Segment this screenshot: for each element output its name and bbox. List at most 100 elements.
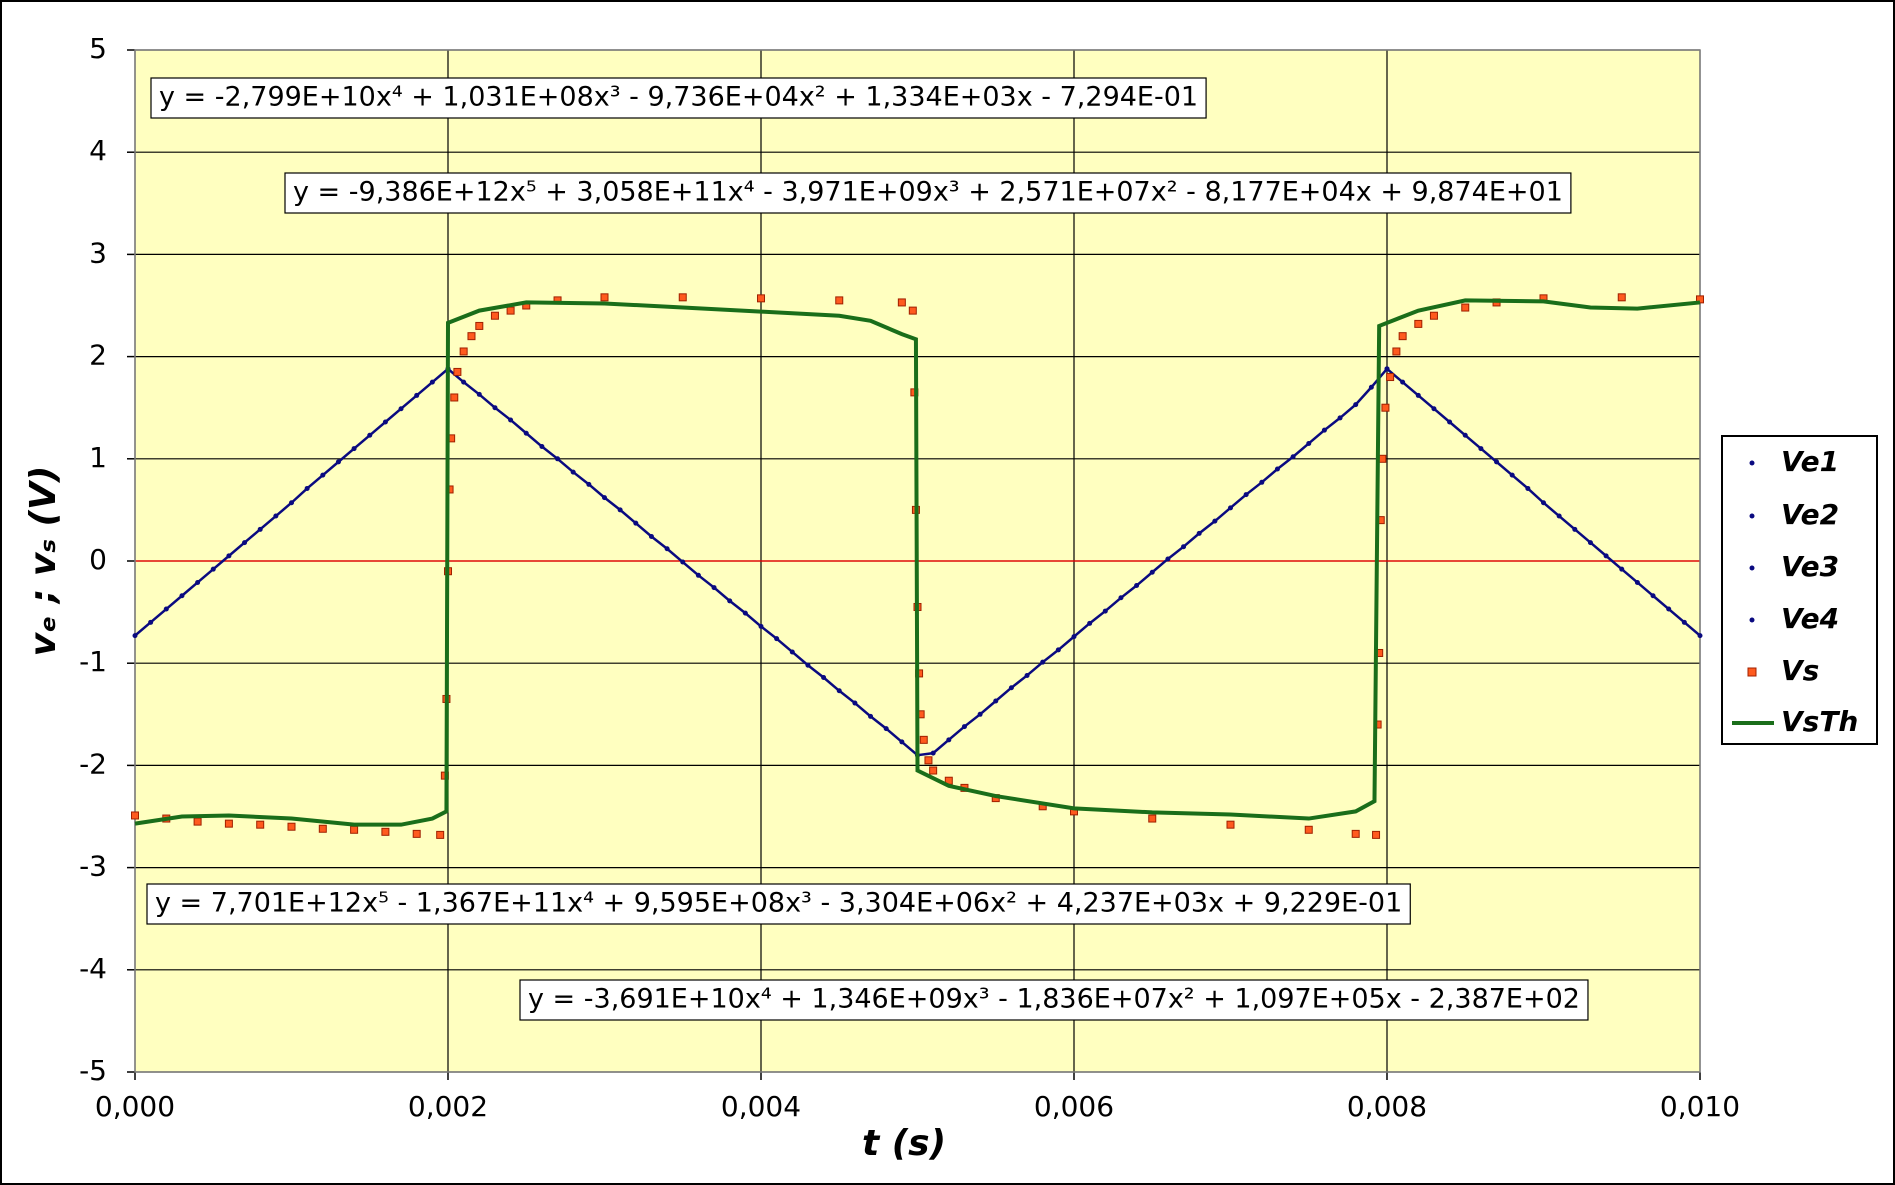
point	[1525, 485, 1531, 491]
point	[1414, 319, 1423, 328]
point	[382, 419, 388, 425]
point	[1541, 500, 1546, 506]
y-tick-label: -3	[79, 850, 107, 883]
point	[273, 513, 279, 519]
point	[1650, 593, 1656, 599]
point	[1071, 634, 1077, 640]
point	[977, 711, 983, 717]
point	[1681, 619, 1687, 625]
point	[805, 662, 811, 668]
point	[1697, 633, 1703, 639]
y-tick-label: 4	[89, 134, 107, 167]
point	[1306, 440, 1312, 446]
point	[648, 533, 654, 539]
y-tick-label: 0	[89, 543, 107, 576]
point	[1212, 518, 1218, 524]
point	[1556, 513, 1562, 519]
point	[132, 633, 138, 639]
plot-border	[134, 49, 1701, 1073]
point	[1337, 415, 1343, 421]
point	[1666, 606, 1672, 612]
point	[1274, 466, 1280, 472]
point	[335, 459, 341, 465]
point	[924, 756, 933, 765]
point	[1148, 814, 1157, 823]
legend-label: VsTh	[1781, 705, 1858, 738]
legend-label: Ve2	[1781, 498, 1839, 531]
point	[742, 610, 748, 616]
point	[1165, 556, 1171, 562]
point	[350, 825, 359, 834]
point	[226, 553, 232, 559]
annotation: y = -3,691E+10x⁴ + 1,346E+09x³ - 1,836E+…	[528, 984, 1580, 1015]
point	[835, 296, 844, 305]
point	[930, 750, 936, 756]
point	[678, 293, 687, 302]
point	[210, 566, 216, 572]
point	[490, 311, 499, 320]
x-tick-label: 0,006	[1034, 1090, 1114, 1123]
point	[695, 572, 701, 578]
annotation-box	[519, 979, 1589, 1021]
point	[523, 430, 529, 436]
point	[1304, 825, 1313, 834]
y-tick-label: 3	[89, 236, 107, 269]
point	[450, 393, 459, 402]
point	[131, 811, 139, 820]
annotation: y = -9,386E+12x⁵ + 3,058E+11x⁴ - 3,971E+…	[293, 177, 1563, 208]
point	[163, 606, 169, 612]
point	[256, 820, 265, 829]
legend-marker	[1749, 565, 1755, 571]
point	[1290, 454, 1296, 460]
point	[1368, 384, 1374, 390]
point	[476, 391, 482, 397]
point	[570, 469, 576, 475]
y-tick-label: -1	[79, 645, 107, 678]
point	[1462, 432, 1468, 438]
point	[1572, 526, 1578, 532]
point	[1603, 553, 1609, 559]
point	[1398, 332, 1407, 341]
point	[1617, 293, 1626, 302]
point	[1392, 347, 1401, 356]
point	[868, 713, 874, 719]
point	[821, 675, 827, 681]
point	[1149, 569, 1155, 575]
legend-box	[1721, 435, 1878, 745]
point	[436, 830, 445, 839]
point	[1118, 595, 1124, 601]
point	[1024, 672, 1030, 678]
point	[1243, 492, 1249, 498]
point	[1429, 311, 1438, 320]
x-tick-label: 0,010	[1660, 1090, 1740, 1123]
y-tick-label: -5	[79, 1054, 107, 1087]
point	[1619, 566, 1625, 572]
point	[1087, 620, 1093, 626]
point	[1226, 820, 1235, 829]
point	[351, 446, 357, 452]
point	[508, 417, 514, 423]
y-tick-label: 1	[89, 441, 107, 474]
point	[617, 507, 623, 513]
point	[1478, 446, 1484, 452]
point	[1321, 427, 1327, 433]
point	[318, 824, 327, 833]
point	[304, 485, 310, 491]
point	[899, 739, 905, 745]
y-tick-label: 5	[89, 32, 107, 65]
legend-label: Vs	[1781, 654, 1819, 687]
annotation-box	[284, 172, 1572, 214]
point	[1494, 459, 1500, 465]
point	[680, 559, 686, 565]
point	[919, 735, 928, 744]
point	[414, 392, 420, 398]
point	[1353, 402, 1359, 408]
annotation: y = 7,701E+12x⁵ - 1,367E+11x⁴ + 9,595E+0…	[155, 888, 1402, 919]
y-tick-label: -2	[79, 747, 107, 780]
point	[381, 827, 390, 836]
y-tick-label: -4	[79, 952, 107, 985]
point	[946, 737, 952, 743]
point	[1181, 544, 1187, 550]
x-tick-label: 0,002	[408, 1090, 488, 1123]
point	[1400, 379, 1406, 385]
